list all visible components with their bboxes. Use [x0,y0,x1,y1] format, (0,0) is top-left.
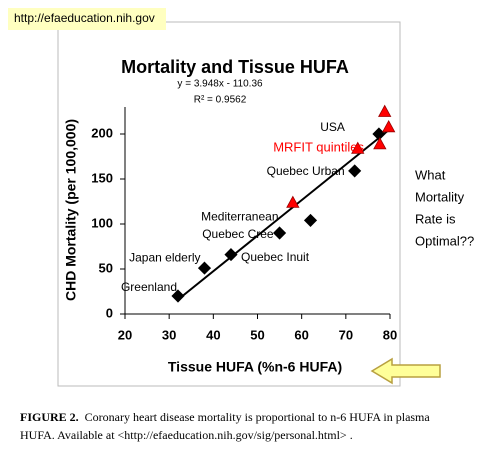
triangle-marker [286,195,300,208]
y-tick-label: 0 [106,305,113,320]
triangle-marker [373,137,387,150]
r-squared: R² = 0.9562 [194,95,247,106]
diamond-marker [171,289,185,303]
diamond-marker [197,261,212,275]
x-axis-label: Tissue HUFA (%n-6 HUFA) [168,359,342,375]
y-tick-label: 50 [99,260,113,275]
equation: y = 3.948x - 110.36 [177,79,263,90]
x-tick-label: 40 [206,327,220,342]
point-label: Japan elderly [129,250,200,264]
caption-line: FIGURE 2. Coronary heart disease mortalit… [20,410,430,424]
diamond-marker [348,164,362,178]
y-tick-label: 200 [91,125,113,140]
chart-title: Mortality and Tissue HUFA [121,57,349,77]
side-note: Mortality [415,189,465,204]
x-tick-label: 70 [339,327,353,342]
diamond-marker [273,226,287,240]
side-note: Rate is [415,211,456,226]
caption-text: Coronary heart disease mortality is prop… [85,410,431,424]
point-label: USA [320,120,345,134]
point-label: Quebec Cree [202,227,274,241]
source-label: http://efaeducation.nih.gov [14,11,155,25]
chart-frame [57,21,401,387]
side-note: Optimal?? [415,233,474,248]
arrow [370,357,441,385]
triangle-marker [378,104,392,117]
caption-line: HUFA. Available at <http://efaeducation.… [20,428,353,442]
x-tick-label: 20 [118,327,132,342]
triangle-marker [351,141,365,154]
x-tick-label: 60 [294,327,308,342]
y-axis-label: CHD Mortality (per 100,000) [63,119,79,301]
source-label-box [8,8,166,30]
triangle-marker [382,119,396,133]
point-label: Mediterranean [201,210,278,224]
point-label: Greenland [121,280,177,294]
x-tick-label: 50 [250,327,264,342]
caption-label: FIGURE 2. [20,410,79,424]
side-note: What [415,167,446,182]
series-label: MRFIT quintiles [273,139,364,154]
y-tick-label: 150 [91,170,113,185]
x-tick-label: 30 [162,327,176,342]
diamond-marker [224,248,238,262]
x-tick-label: 80 [383,327,397,342]
y-tick-label: 100 [91,215,113,230]
point-label: Quebec Inuit [241,250,310,264]
diamond-marker [303,213,318,227]
point-label: Quebec Urban [267,164,345,178]
trendline [177,129,390,301]
